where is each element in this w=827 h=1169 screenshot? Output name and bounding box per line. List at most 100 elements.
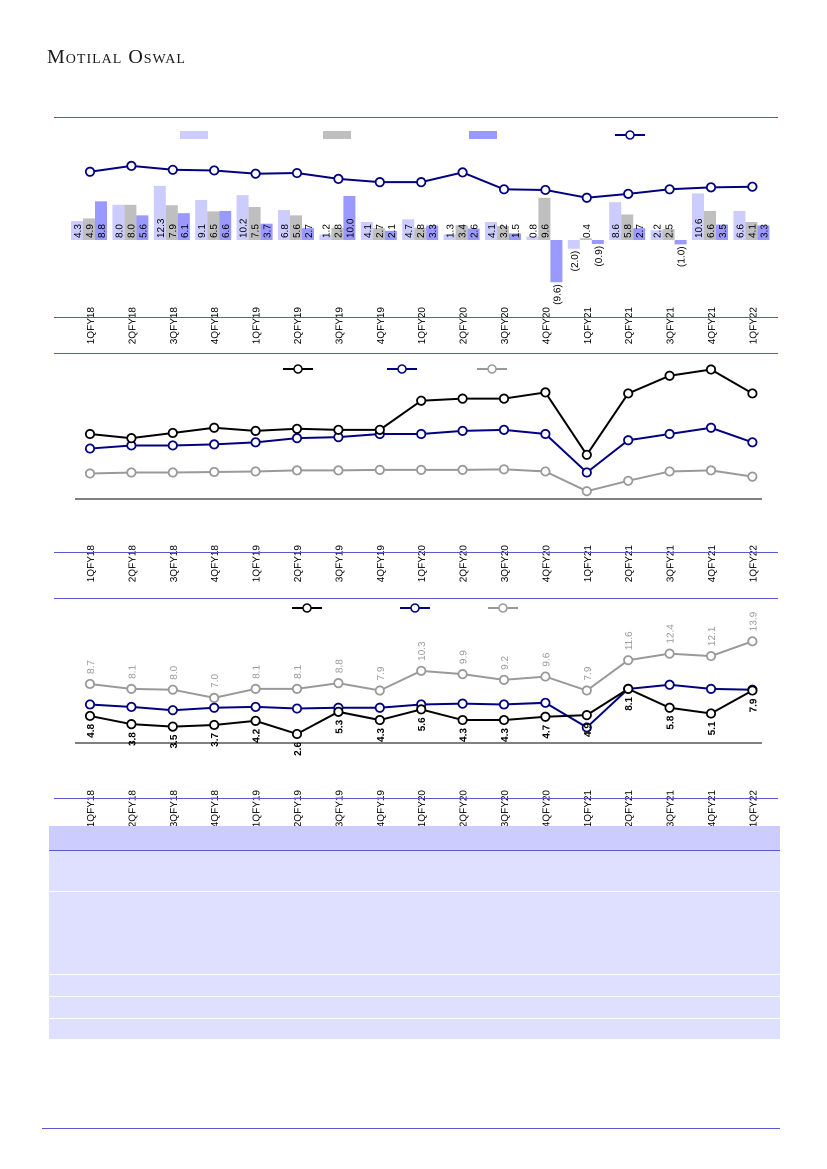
chart1-legend-swatch-1: [180, 131, 208, 139]
chart2-x-tick-label: 1QFY20: [417, 545, 428, 583]
chart1-x-tick-label: 1QFY22: [748, 307, 759, 345]
chart2-series2-point: [416, 428, 427, 440]
chart3-x-tick-label: 2QFY21: [624, 790, 635, 828]
chart3-series1-point: [84, 710, 96, 722]
chart2-line-chart: 1QFY18 2QFY18 3QFY18 4QFY18 1QFY19 2QFY19 3QFY…: [75, 364, 762, 582]
chart3-series1-point: [333, 706, 344, 717]
chart3-series2-point: [498, 699, 510, 710]
chart1-x-tick-label: 1QFY19: [252, 307, 263, 345]
chart1-bar-data-label: 2.2: [653, 224, 664, 238]
chart1-bar-data-label: 4.1: [363, 224, 374, 238]
chart1-bar-s2: [248, 207, 261, 240]
chart2-series1-line: [89, 368, 753, 457]
chart3-series3-data-label: 12.1: [707, 626, 718, 646]
chart1-bar-data-label: 0.8: [528, 224, 539, 238]
chart1-bar-data-label: 6.6: [221, 224, 232, 238]
chart1-bar-data-label: 5.6: [292, 224, 303, 238]
chart1-series4-point: [457, 167, 468, 178]
chart3-series2-point: [209, 702, 220, 713]
chart1-bar-s1: [733, 210, 746, 240]
chart2-series3-point: [581, 486, 592, 497]
chart1-bar-s2: [372, 228, 385, 240]
chart2-x-tick-label: 1QFY18: [86, 545, 97, 583]
chart3-x-tick-label: 2QFY18: [127, 790, 138, 828]
chart3-series1-point: [540, 711, 551, 722]
chart1-bar-data-label: 4.1: [487, 224, 498, 238]
chart2-series1-point: [664, 370, 675, 381]
chart3-series1-point: [457, 714, 468, 726]
chart1-bar-data-label: 3.4: [458, 224, 469, 238]
chart2-bottom-rule: [54, 552, 778, 553]
chart1-bar-s1: [153, 185, 166, 240]
chart3-series3-data-label: 8.8: [334, 659, 345, 673]
chart2-series3-point: [209, 466, 220, 478]
chart1-bar-data-label: 6.6: [706, 224, 717, 238]
chart1-bar-s3: [591, 240, 604, 244]
chart2-x-tick-label: 3QFY20: [500, 545, 511, 583]
chart1-bar-s3: [136, 215, 149, 240]
chart1-bar-data-label: (9.6): [552, 284, 563, 305]
chart3-series1-data-label: 3.5: [169, 734, 180, 748]
chart1-series4-point: [250, 168, 261, 179]
chart2-series3-point: [167, 467, 178, 478]
chart3-series1-data-label: 4.3: [500, 728, 511, 742]
chart1-bar-s3: [757, 225, 770, 240]
table-row: [49, 1019, 780, 1040]
chart1-bar-data-label: 2.8: [416, 224, 427, 238]
chart2-x-tick-label: 3QFY21: [666, 545, 677, 583]
chart1-bar-s3: [95, 201, 107, 240]
chart1-bar-s1: [360, 221, 373, 240]
chart1-bar-s3: [633, 228, 646, 240]
chart3-x-tick-label: 3QFY19: [334, 790, 345, 828]
chart1-bar-s1: [692, 193, 704, 240]
chart2-series1-point: [126, 433, 137, 444]
chart2-x-tick-label: 1QFY21: [583, 545, 594, 583]
table-header: [49, 826, 780, 851]
chart1-bar-data-label: 2.8: [333, 224, 344, 238]
chart1-series4-point: [333, 173, 344, 185]
chart1-top-rule: [54, 117, 778, 118]
chart3-series1-data-label: 5.3: [334, 719, 345, 733]
chart1-bar-s3: [177, 213, 190, 240]
chart2-s1-legend-marker: [293, 364, 303, 374]
chart3-x-tick-label: 2QFY19: [293, 790, 304, 828]
chart1-bar-s3: [426, 225, 439, 240]
chart2-series2-point: [747, 437, 758, 448]
chart1-bar-data-label: 1.2: [321, 224, 332, 238]
chart3-series1-data-label: 5.8: [666, 715, 677, 729]
chart3-series3-point: [333, 678, 344, 689]
chart3-series2-point: [581, 722, 592, 733]
chart1-bar-s1: [485, 221, 497, 240]
chart1-bar-s2: [414, 227, 427, 240]
chart1-bar-s3: [467, 228, 480, 240]
chart3-series3-data-label: 9.6: [541, 652, 552, 666]
data-table: [49, 826, 780, 1040]
chart1-bar-s2: [621, 214, 634, 240]
chart1-bar-s1: [567, 240, 580, 249]
chart3-series2-point: [457, 698, 468, 709]
chart3-x-tick-label: 1QFY20: [417, 790, 428, 828]
chart1-bar-s1: [236, 195, 249, 240]
chart3-series3-point: [540, 671, 551, 682]
chart3-series1-data-label: 7.9: [748, 698, 759, 712]
chart3-series2-point: [167, 705, 178, 716]
chart1-bar-s1: [71, 221, 83, 240]
chart1-bar-s1: [112, 204, 125, 240]
chart1-bar-s2: [538, 197, 551, 240]
chart1-bar-line-combo: 4.3 8.0 12.3 9.1 10.2 6.8 1.2 4.1 4.7 1.3 4.1 0.8 (2…: [71, 130, 770, 344]
chart3-series1-data-label: 4.8: [86, 724, 97, 738]
chart1-bar-data-label: 6.6: [735, 224, 746, 238]
chart1-bar-data-label: (0.9): [594, 246, 605, 267]
chart3-series1-point: [664, 702, 675, 713]
chart2-series1-point: [416, 395, 427, 406]
chart3-series1-data-label: 5.1: [707, 721, 718, 735]
chart1-bar-data-label: (1.0): [677, 246, 688, 267]
chart1-series4-point: [540, 184, 551, 196]
chart3-series3-point: [167, 684, 178, 695]
chart2-series3-point: [498, 464, 510, 475]
chart3-series3-data-label: 7.9: [376, 666, 387, 680]
chart1-bar-data-label: 12.3: [156, 218, 167, 238]
chart3-series3-data-label: 10.3: [417, 641, 428, 661]
chart3-series3-data-label: 8.7: [86, 660, 97, 674]
chart1-x-tick-label: 2QFY18: [127, 307, 138, 345]
